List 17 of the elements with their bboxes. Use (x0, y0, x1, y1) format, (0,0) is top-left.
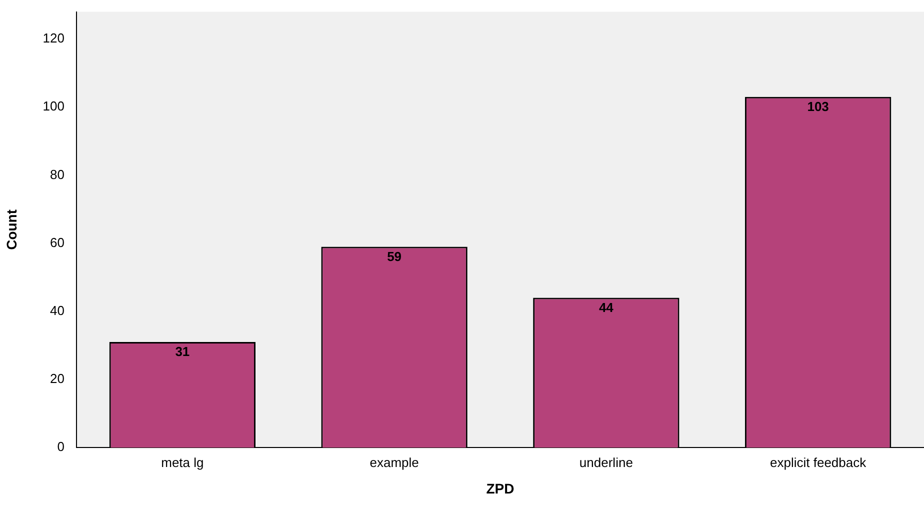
x-tick-label: meta lg (161, 454, 204, 470)
y-tick-label: 120 (42, 30, 64, 46)
data-label: 59 (387, 248, 402, 264)
y-tick-label: 40 (50, 302, 64, 318)
x-axis-title: ZPD (486, 480, 514, 496)
x-tick-label: example (370, 454, 419, 470)
data-label: 44 (598, 300, 614, 315)
data-label: 103 (807, 98, 829, 114)
y-tick-label: 0 (57, 439, 64, 454)
x-tick-label: explicit feedback (770, 454, 867, 470)
y-tick-label: 20 (50, 371, 64, 386)
y-axis-title: Count (3, 209, 20, 250)
x-tick-label: underline (579, 454, 633, 470)
y-tick-label: 60 (50, 234, 64, 250)
y-tick-label: 100 (42, 98, 64, 114)
data-label: 31 (175, 344, 190, 360)
y-tick-label: 80 (50, 166, 64, 182)
